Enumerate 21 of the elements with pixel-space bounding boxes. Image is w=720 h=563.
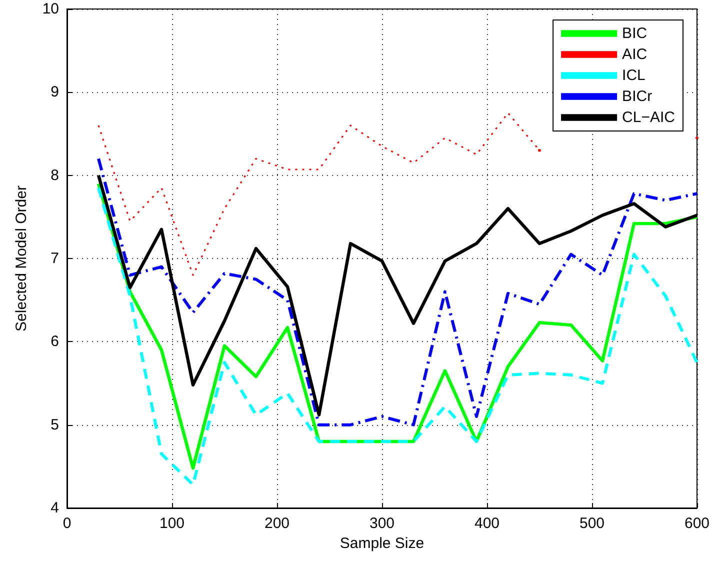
legend-label: ICL: [622, 67, 646, 84]
legend-label: BIC: [622, 25, 648, 42]
y-tick-label: 7: [50, 250, 59, 267]
y-tick-label: 10: [42, 0, 59, 18]
y-tick-label: 8: [50, 166, 59, 184]
x-tick-label: 500: [579, 515, 605, 532]
legend-label: BICr: [622, 88, 652, 105]
y-tick-label: 5: [50, 416, 59, 434]
y-axis-title: Selected Model Order: [13, 186, 30, 332]
x-tick-label: 100: [159, 515, 185, 532]
x-tick-label: 0: [62, 515, 72, 532]
x-tick-label: 200: [264, 515, 290, 532]
legend-label: AIC: [622, 46, 648, 63]
x-tick-label: 400: [474, 515, 500, 532]
y-tick-label: 9: [50, 84, 59, 101]
y-tick-label: 6: [50, 333, 59, 350]
y-tick-label: 4: [50, 500, 59, 516]
x-tick-label: 600: [684, 515, 710, 532]
legend-label: CL−AIC: [622, 109, 676, 126]
x-axis-title: Sample Size: [340, 535, 424, 552]
x-tick-label: 300: [369, 515, 395, 532]
